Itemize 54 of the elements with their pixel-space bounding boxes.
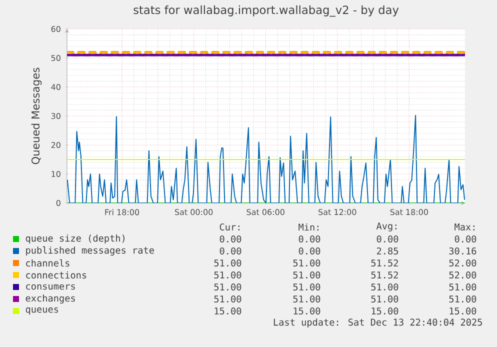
text: 0.00 — [454, 235, 476, 243]
text: 51.00 — [371, 283, 398, 291]
chart-title: stats for wallabag.import.wallabag_v2 - by day — [134, 5, 399, 17]
text: 52.00 — [449, 271, 476, 279]
text: 51.00 — [293, 259, 320, 267]
x-tick-label: Fri 18:00 — [105, 209, 140, 216]
y-tick-label: 60 — [51, 26, 60, 32]
text: 51.00 — [449, 295, 476, 303]
text: 2.85 — [376, 247, 398, 255]
legend-label: consumers — [26, 284, 75, 290]
text: 51.00 — [371, 295, 398, 303]
text: Min: — [298, 223, 318, 231]
y-tick-label: 30 — [51, 112, 60, 120]
text: 52.00 — [449, 259, 476, 267]
x-tick-label: Sat 12:00 — [318, 209, 356, 216]
text: 0.00 — [298, 235, 320, 243]
y-tick-label: 10 — [52, 170, 60, 178]
text: 15.00 — [372, 307, 398, 315]
text: 51.00 — [214, 283, 242, 291]
legend-label: published messages rate — [26, 246, 154, 256]
y-tick-label: 20 — [51, 142, 60, 148]
legend-label: channels — [26, 259, 70, 267]
text: 15.00 — [214, 307, 242, 315]
text: 0.00 — [220, 247, 242, 255]
text: Cur: — [220, 223, 240, 231]
text: 51.00 — [449, 283, 476, 291]
legend-label: exchanges — [26, 294, 75, 304]
text: 15.00 — [450, 307, 476, 315]
text: 51.00 — [214, 295, 242, 303]
text: 51.00 — [214, 271, 242, 279]
legend-label: queue size (depth) — [26, 234, 124, 244]
text: 0.00 — [376, 235, 398, 243]
text: 51.52 — [371, 271, 398, 279]
text: 30.16 — [449, 247, 476, 255]
x-tick-label: Sat 00:00 — [174, 209, 213, 216]
legend-label: connections — [26, 271, 86, 279]
text: 51.00 — [214, 259, 242, 267]
x-tick-label: Sat 18:00 — [390, 209, 428, 216]
text: 0.00 — [298, 247, 320, 255]
text: Max: — [454, 224, 474, 230]
text: 15.00 — [294, 307, 320, 315]
y-tick-label: 0 — [56, 200, 60, 206]
text: 0.00 — [220, 235, 242, 243]
y-tick-label: 50 — [51, 54, 60, 62]
text: 51.00 — [293, 295, 320, 303]
text: 51.00 — [293, 271, 320, 279]
text: Last update: Sat Dec 13 22:40:04 2025 — [274, 318, 482, 328]
legend-label: queues — [26, 307, 58, 315]
x-tick-label: Sat 06:00 — [246, 209, 284, 216]
y-tick-label: 40 — [51, 84, 60, 90]
text: 51.52 — [371, 259, 398, 267]
text: 51.00 — [293, 283, 320, 291]
y-axis-title: Queued Messages — [31, 68, 42, 164]
text: Avg: — [376, 222, 396, 232]
